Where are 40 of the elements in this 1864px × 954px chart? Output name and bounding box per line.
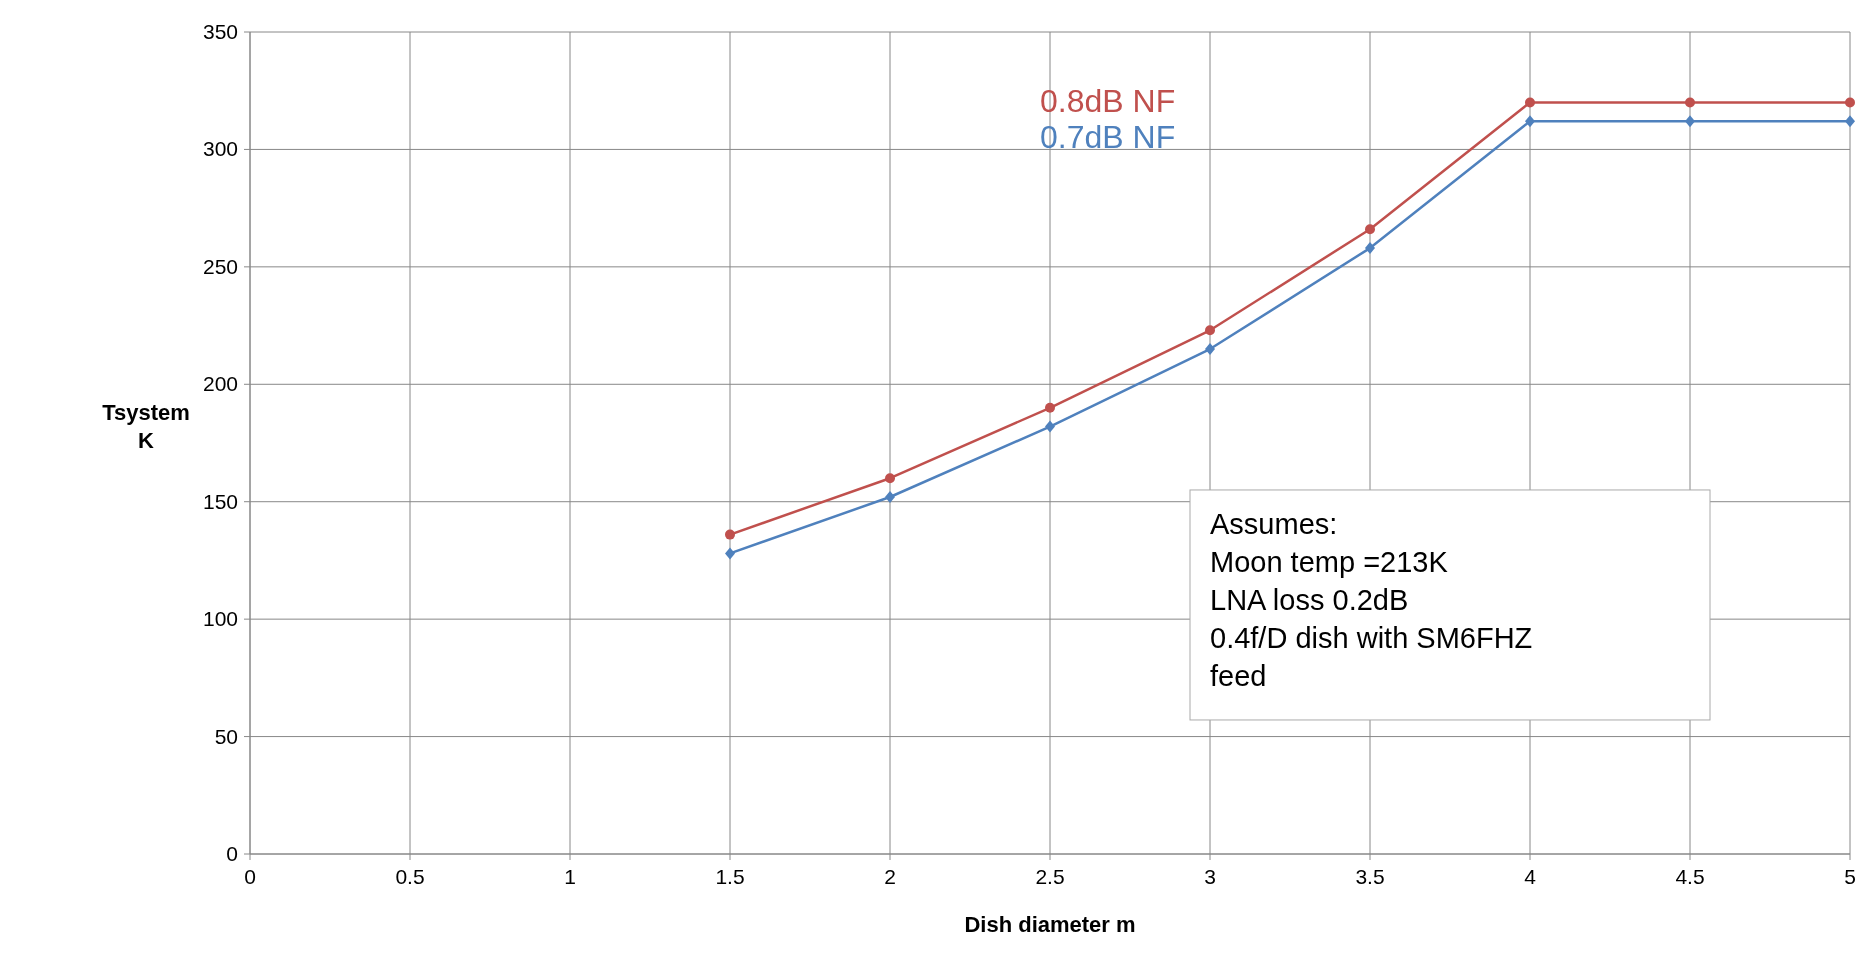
point [1045,420,1055,433]
y-tick-label: 200 [202,372,238,396]
y-tick-label: 50 [214,724,238,748]
x-tick-label: 0.5 [395,865,425,888]
y-tick-label: 100 [202,607,238,631]
x-tick-label: 1 [564,865,576,888]
y-tick-label: 350 [202,20,238,43]
point [725,529,735,540]
point [885,491,895,504]
text: 0.8dB NF [1040,83,1176,119]
point [1365,224,1375,235]
x-tick-label: 1.5 [715,865,745,888]
point [1525,115,1535,128]
x-tick-label: 3 [1204,865,1216,888]
point [1045,402,1055,413]
y-tick-label: 250 [202,254,238,278]
y-tick-label: 300 [202,137,238,161]
point [1845,97,1855,108]
x-tick-label: 2.5 [1035,865,1065,888]
point [725,547,735,560]
x-tick-label: 3.5 [1355,865,1385,888]
x-tick-label: 0 [244,865,256,888]
x-tick-label: 4.5 [1675,865,1705,888]
x-axis-title: Dish diameter m [964,912,1136,937]
point [885,473,895,484]
point [1365,242,1375,255]
point [1205,343,1215,356]
point [1525,97,1535,108]
point [1845,115,1855,128]
y-axis-title: Tsystem K [102,399,190,453]
point [1685,115,1695,128]
y-tick-label: 150 [202,489,238,513]
x-tick-label: 4 [1524,865,1537,888]
annotation: Assumes: Moon temp =213K LNA loss 0.2dB 0.4f/D dish with SM6FHZ feed [1210,507,1533,692]
text: 0.7dB NF [1040,119,1176,155]
y-tick-label: 0 [226,842,238,865]
point [1685,97,1695,108]
point [1205,325,1215,336]
x-tick-label: 2 [884,865,896,888]
x-tick-label: 5 [1844,865,1856,888]
